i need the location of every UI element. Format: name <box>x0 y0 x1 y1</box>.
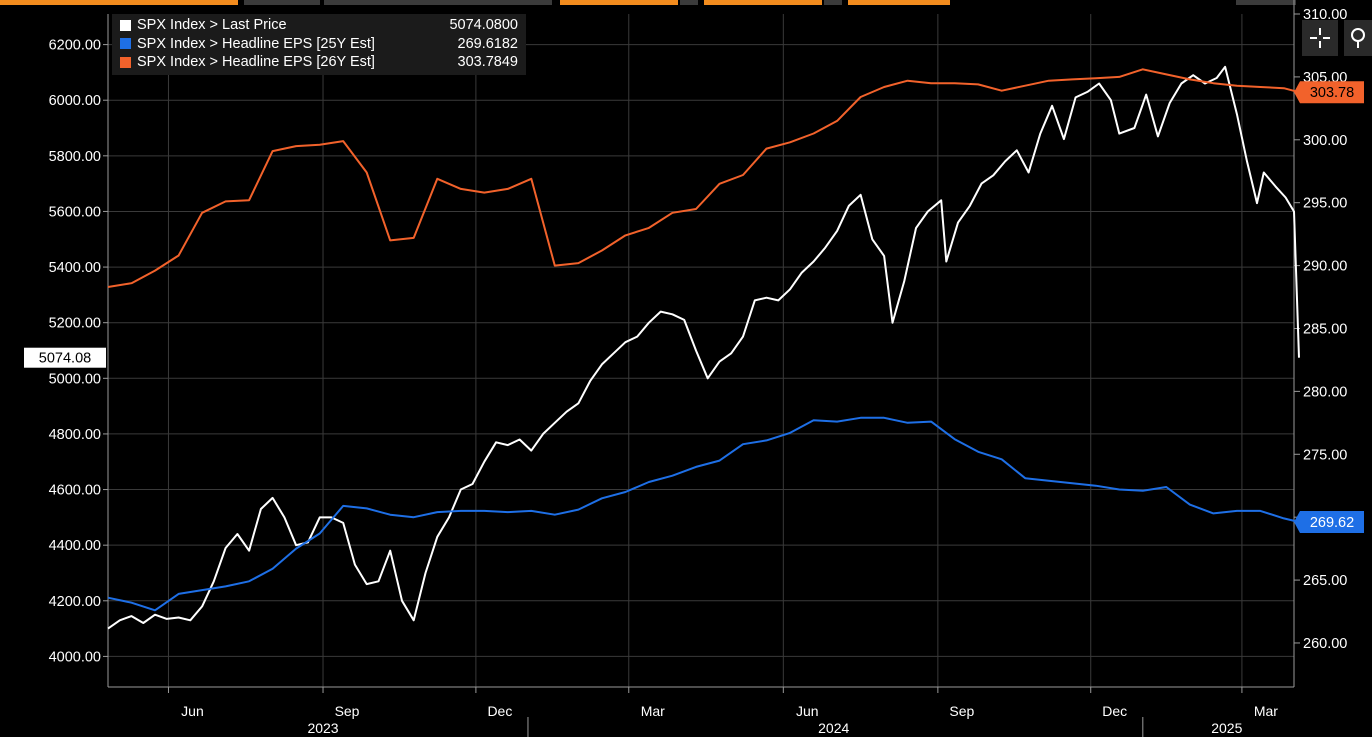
eps26-line <box>107 68 1300 288</box>
left-tick-label: 4800.00 <box>49 427 101 443</box>
left-tick-label: 5200.00 <box>49 316 101 332</box>
legend-label: SPX Index > Headline EPS [25Y Est] <box>137 35 375 52</box>
legend-swatch-eps25 <box>120 38 131 50</box>
magnifier-icon <box>1351 28 1365 48</box>
right-tick-label: 295.00 <box>1303 196 1347 212</box>
left-tick-label: 5600.00 <box>49 204 101 220</box>
x-tick-label: Sep <box>949 703 974 719</box>
x-tick-label: Mar <box>1254 703 1278 719</box>
tab-3[interactable] <box>324 0 552 5</box>
x-tick-label: Sep <box>335 703 360 719</box>
right-tick-label: 260.00 <box>1303 636 1347 652</box>
left-tick-label: 6000.00 <box>49 93 101 109</box>
crosshair-button[interactable] <box>1302 20 1338 56</box>
legend-entry: SPX Index > Last Price 5074.0800 <box>120 16 518 35</box>
last-value-label: 303.78 <box>1310 85 1354 101</box>
last-value-label: 269.62 <box>1310 515 1354 531</box>
year-label: 2023 <box>307 720 338 736</box>
right-tick-label: 310.00 <box>1303 7 1347 23</box>
crosshair-icon <box>1310 28 1330 48</box>
tab-5[interactable] <box>680 0 698 5</box>
left-tick-label: 6200.00 <box>49 38 101 54</box>
right-tick-label: 285.00 <box>1303 321 1347 337</box>
price-line <box>107 65 1300 630</box>
tab-4[interactable] <box>560 0 678 5</box>
legend-value: 5074.0800 <box>449 17 518 34</box>
legend-label: SPX Index > Headline EPS [26Y Est] <box>137 54 375 71</box>
legend-value: 303.7849 <box>457 54 518 71</box>
eps25-line <box>107 416 1300 612</box>
zoom-button[interactable] <box>1344 20 1372 56</box>
right-tick-label: 265.00 <box>1303 573 1347 589</box>
left-tick-label: 4400.00 <box>49 538 101 554</box>
last-value-box <box>1294 81 1364 104</box>
left-tick-label: 4200.00 <box>49 594 101 610</box>
tab-9[interactable] <box>1236 0 1296 5</box>
tab-active[interactable] <box>0 0 238 5</box>
year-label: 2024 <box>818 720 849 736</box>
year-label: 2025 <box>1211 720 1242 736</box>
left-tick-label: 5800.00 <box>49 149 101 165</box>
left-tick-label: 5000.00 <box>49 371 101 387</box>
x-tick-label: Dec <box>1102 703 1127 719</box>
legend-swatch-price <box>120 19 131 31</box>
legend-label: SPX Index > Last Price <box>137 17 287 34</box>
right-tick-label: 280.00 <box>1303 384 1347 400</box>
right-tick-label: 275.00 <box>1303 447 1347 463</box>
last-value-box <box>1294 510 1364 533</box>
tab-7[interactable] <box>824 0 842 5</box>
last-price-box <box>24 347 106 368</box>
x-tick-label: Jun <box>796 703 819 719</box>
chart-legend: SPX Index > Last Price 5074.0800 SPX Ind… <box>112 14 526 75</box>
left-tick-label: 4600.00 <box>49 483 101 499</box>
legend-swatch-eps26 <box>120 56 131 68</box>
tab-6[interactable] <box>704 0 822 5</box>
left-tick-label: 5400.00 <box>49 260 101 276</box>
tab-8[interactable] <box>848 0 950 5</box>
legend-value: 269.6182 <box>457 35 518 52</box>
right-tick-label: 290.00 <box>1303 259 1347 275</box>
tab-2[interactable] <box>244 0 320 5</box>
right-tick-label: 300.00 <box>1303 133 1347 149</box>
legend-entry: SPX Index > Headline EPS [26Y Est] 303.7… <box>120 53 518 72</box>
last-price-label: 5074.08 <box>39 351 91 367</box>
x-tick-label: Dec <box>487 703 512 719</box>
left-tick-label: 4000.00 <box>49 649 101 665</box>
x-tick-label: Jun <box>181 703 204 719</box>
x-tick-label: Mar <box>641 703 665 719</box>
legend-entry: SPX Index > Headline EPS [25Y Est] 269.6… <box>120 35 518 54</box>
